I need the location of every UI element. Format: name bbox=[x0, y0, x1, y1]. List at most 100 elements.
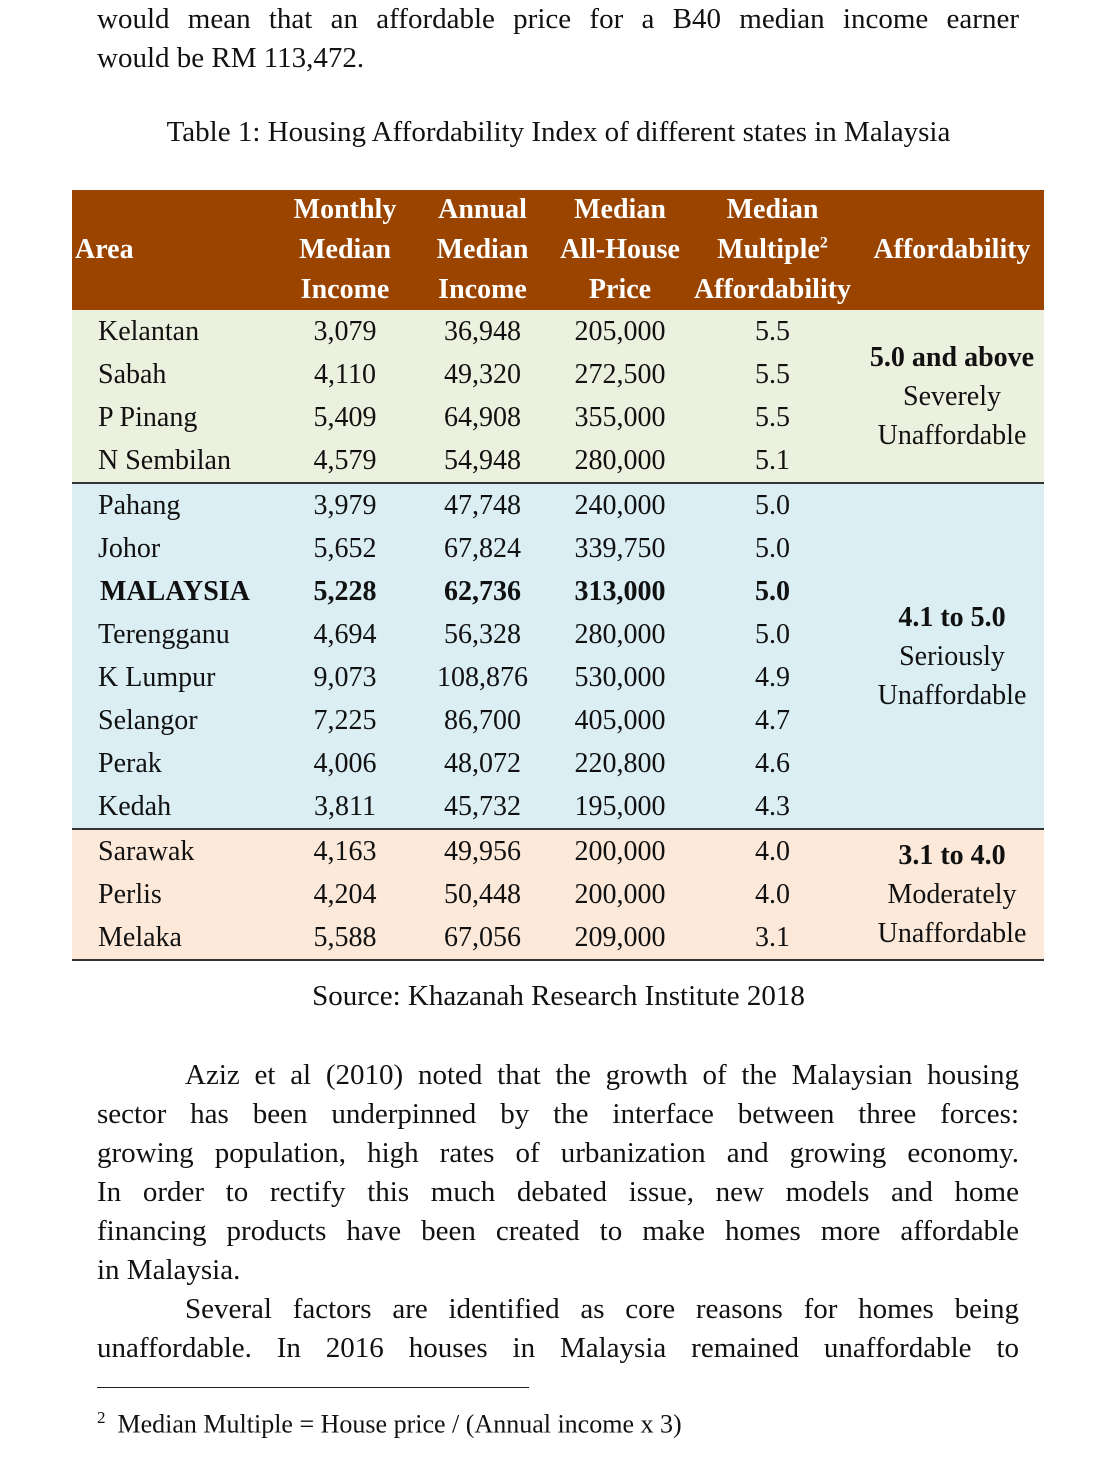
cell-price: 355,000 bbox=[555, 396, 685, 439]
group-label: Unaffordable bbox=[877, 918, 1027, 949]
table-row: P Pinang 5,409 64,908 355,000 5.5 bbox=[72, 396, 1044, 439]
cell-multiple: 4.6 bbox=[685, 742, 860, 785]
cell-annual: 54,948 bbox=[410, 439, 555, 483]
cell-price: 280,000 bbox=[555, 439, 685, 483]
cell-monthly: 4,006 bbox=[280, 742, 410, 785]
header-median-price: Median All-House Price bbox=[555, 190, 685, 310]
cell-multiple: 5.0 bbox=[685, 527, 860, 570]
cell-area: Perlis bbox=[72, 873, 280, 916]
header-line: Median bbox=[436, 234, 529, 265]
text-line: in Malaysia. bbox=[97, 1254, 241, 1286]
cell-annual: 49,956 bbox=[410, 828, 555, 873]
table-row-national: MALAYSIA 5,228 62,736 313,000 5.0 bbox=[72, 570, 1044, 613]
cell-area: Pahang bbox=[72, 482, 280, 527]
cell-annual: 49,320 bbox=[410, 353, 555, 396]
cell-monthly: 5,228 bbox=[280, 570, 410, 613]
cell-area: MALAYSIA bbox=[72, 570, 280, 613]
text-line: growing population, high rates of urbani… bbox=[97, 1137, 1019, 1169]
footnote-text: Median Multiple = House price / (Annual … bbox=[117, 1409, 682, 1439]
cell-monthly: 3,979 bbox=[280, 482, 410, 527]
header-affordability: Affordability bbox=[860, 190, 1044, 310]
group-label: Unaffordable bbox=[877, 679, 1027, 711]
cell-area: Sarawak bbox=[72, 828, 280, 873]
cell-multiple: 5.5 bbox=[685, 396, 860, 439]
cell-price: 205,000 bbox=[555, 310, 685, 353]
header-row: Area Monthly Median Income Annual Median… bbox=[72, 190, 1044, 310]
cell-monthly: 4,204 bbox=[280, 873, 410, 916]
header-line: Annual bbox=[438, 194, 527, 225]
table-row: Perak 4,006 48,072 220,800 4.6 bbox=[72, 742, 1044, 785]
table-row: Perlis 4,204 50,448 200,000 4.0 bbox=[72, 873, 1044, 916]
cell-monthly: 4,694 bbox=[280, 613, 410, 656]
table-row: Pahang 3,979 47,748 240,000 5.0 4.1 to 5… bbox=[72, 482, 1044, 829]
footnote: 2 Median Multiple = House price / (Annual… bbox=[97, 1400, 682, 1443]
cell-price: 272,500 bbox=[555, 353, 685, 396]
body-paragraph-2: Several factors are identified as core r… bbox=[97, 1290, 1019, 1368]
affordability-table: Area Monthly Median Income Annual Median… bbox=[72, 190, 1044, 961]
cell-annual: 86,700 bbox=[410, 699, 555, 742]
cell-annual: 62,736 bbox=[410, 570, 555, 613]
text-line: financing products have been created to … bbox=[97, 1215, 1019, 1247]
cell-area: Kedah bbox=[72, 785, 280, 829]
cell-annual: 64,908 bbox=[410, 396, 555, 439]
cell-price: 209,000 bbox=[555, 916, 685, 961]
table-row: Johor 5,652 67,824 339,750 5.0 bbox=[72, 527, 1044, 570]
header-line: Price bbox=[588, 274, 652, 305]
header-monthly-income: Monthly Median Income bbox=[280, 190, 410, 310]
footnote-ref: 2 bbox=[819, 234, 828, 252]
table-row: Sabah 4,110 49,320 272,500 5.5 bbox=[72, 353, 1044, 396]
table-row: Melaka 5,588 67,056 209,000 3.1 bbox=[72, 916, 1044, 961]
cell-price: 339,750 bbox=[555, 527, 685, 570]
cell-monthly: 4,163 bbox=[280, 828, 410, 873]
header-line: Multiple bbox=[717, 234, 820, 265]
header-line: All-House bbox=[560, 234, 680, 265]
table-source: Source: Khazanah Research Institute 2018 bbox=[312, 980, 805, 1012]
cell-price: 200,000 bbox=[555, 828, 685, 873]
table-row: Terengganu 4,694 56,328 280,000 5.0 bbox=[72, 613, 1044, 656]
cell-multiple: 5.5 bbox=[685, 353, 860, 396]
table-row: K Lumpur 9,073 108,876 530,000 4.9 bbox=[72, 656, 1044, 699]
header-line: Income bbox=[300, 274, 390, 305]
cell-monthly: 4,579 bbox=[280, 439, 410, 483]
cell-annual: 67,824 bbox=[410, 527, 555, 570]
text-line: In order to rectify this much debated is… bbox=[97, 1176, 1019, 1208]
cell-monthly: 3,079 bbox=[280, 310, 410, 353]
cell-multiple: 4.0 bbox=[685, 873, 860, 916]
cell-multiple: 3.1 bbox=[685, 916, 860, 961]
header-line: Median bbox=[726, 194, 819, 225]
group-label: Moderately bbox=[887, 879, 1017, 910]
cell-monthly: 5,409 bbox=[280, 396, 410, 439]
table-row: Selangor 7,225 86,700 405,000 4.7 bbox=[72, 699, 1044, 742]
cell-monthly: 4,110 bbox=[280, 353, 410, 396]
cell-monthly: 9,073 bbox=[280, 656, 410, 699]
header-area: Area bbox=[72, 190, 280, 310]
footnote-mark: 2 bbox=[97, 1408, 106, 1427]
header-line: Median bbox=[299, 234, 391, 265]
cell-multiple: 5.1 bbox=[685, 439, 860, 483]
group-label: Unaffordable bbox=[877, 419, 1027, 451]
cell-annual: 47,748 bbox=[410, 482, 555, 527]
group-label: Severely bbox=[903, 380, 1001, 412]
group-label: Seriously bbox=[899, 640, 1005, 672]
cell-area: Perak bbox=[72, 742, 280, 785]
header-line: Median bbox=[574, 194, 666, 225]
cell-price: 220,800 bbox=[555, 742, 685, 785]
header-line: Monthly bbox=[293, 194, 397, 225]
cell-annual: 45,732 bbox=[410, 785, 555, 829]
cell-annual: 50,448 bbox=[410, 873, 555, 916]
body-paragraph-1: Aziz et al (2010) noted that the growth … bbox=[97, 1056, 1019, 1290]
cell-monthly: 3,811 bbox=[280, 785, 410, 829]
header-line: Income bbox=[438, 274, 527, 305]
text-line: unaffordable. In 2016 houses in Malaysia… bbox=[97, 1332, 1019, 1364]
cell-price: 195,000 bbox=[555, 785, 685, 829]
group-affordability-serious: 4.1 to 5.0 Seriously Unaffordable bbox=[860, 482, 1044, 829]
cell-area: Kelantan bbox=[72, 310, 280, 353]
cell-multiple: 4.7 bbox=[685, 699, 860, 742]
cell-multiple: 5.5 bbox=[685, 310, 860, 353]
cell-area: N Sembilan bbox=[72, 439, 280, 483]
group-range: 3.1 to 4.0 bbox=[898, 840, 1006, 871]
cell-multiple: 4.0 bbox=[685, 828, 860, 873]
text-line: would mean that an affordable price for … bbox=[97, 3, 1019, 35]
cell-price: 200,000 bbox=[555, 873, 685, 916]
